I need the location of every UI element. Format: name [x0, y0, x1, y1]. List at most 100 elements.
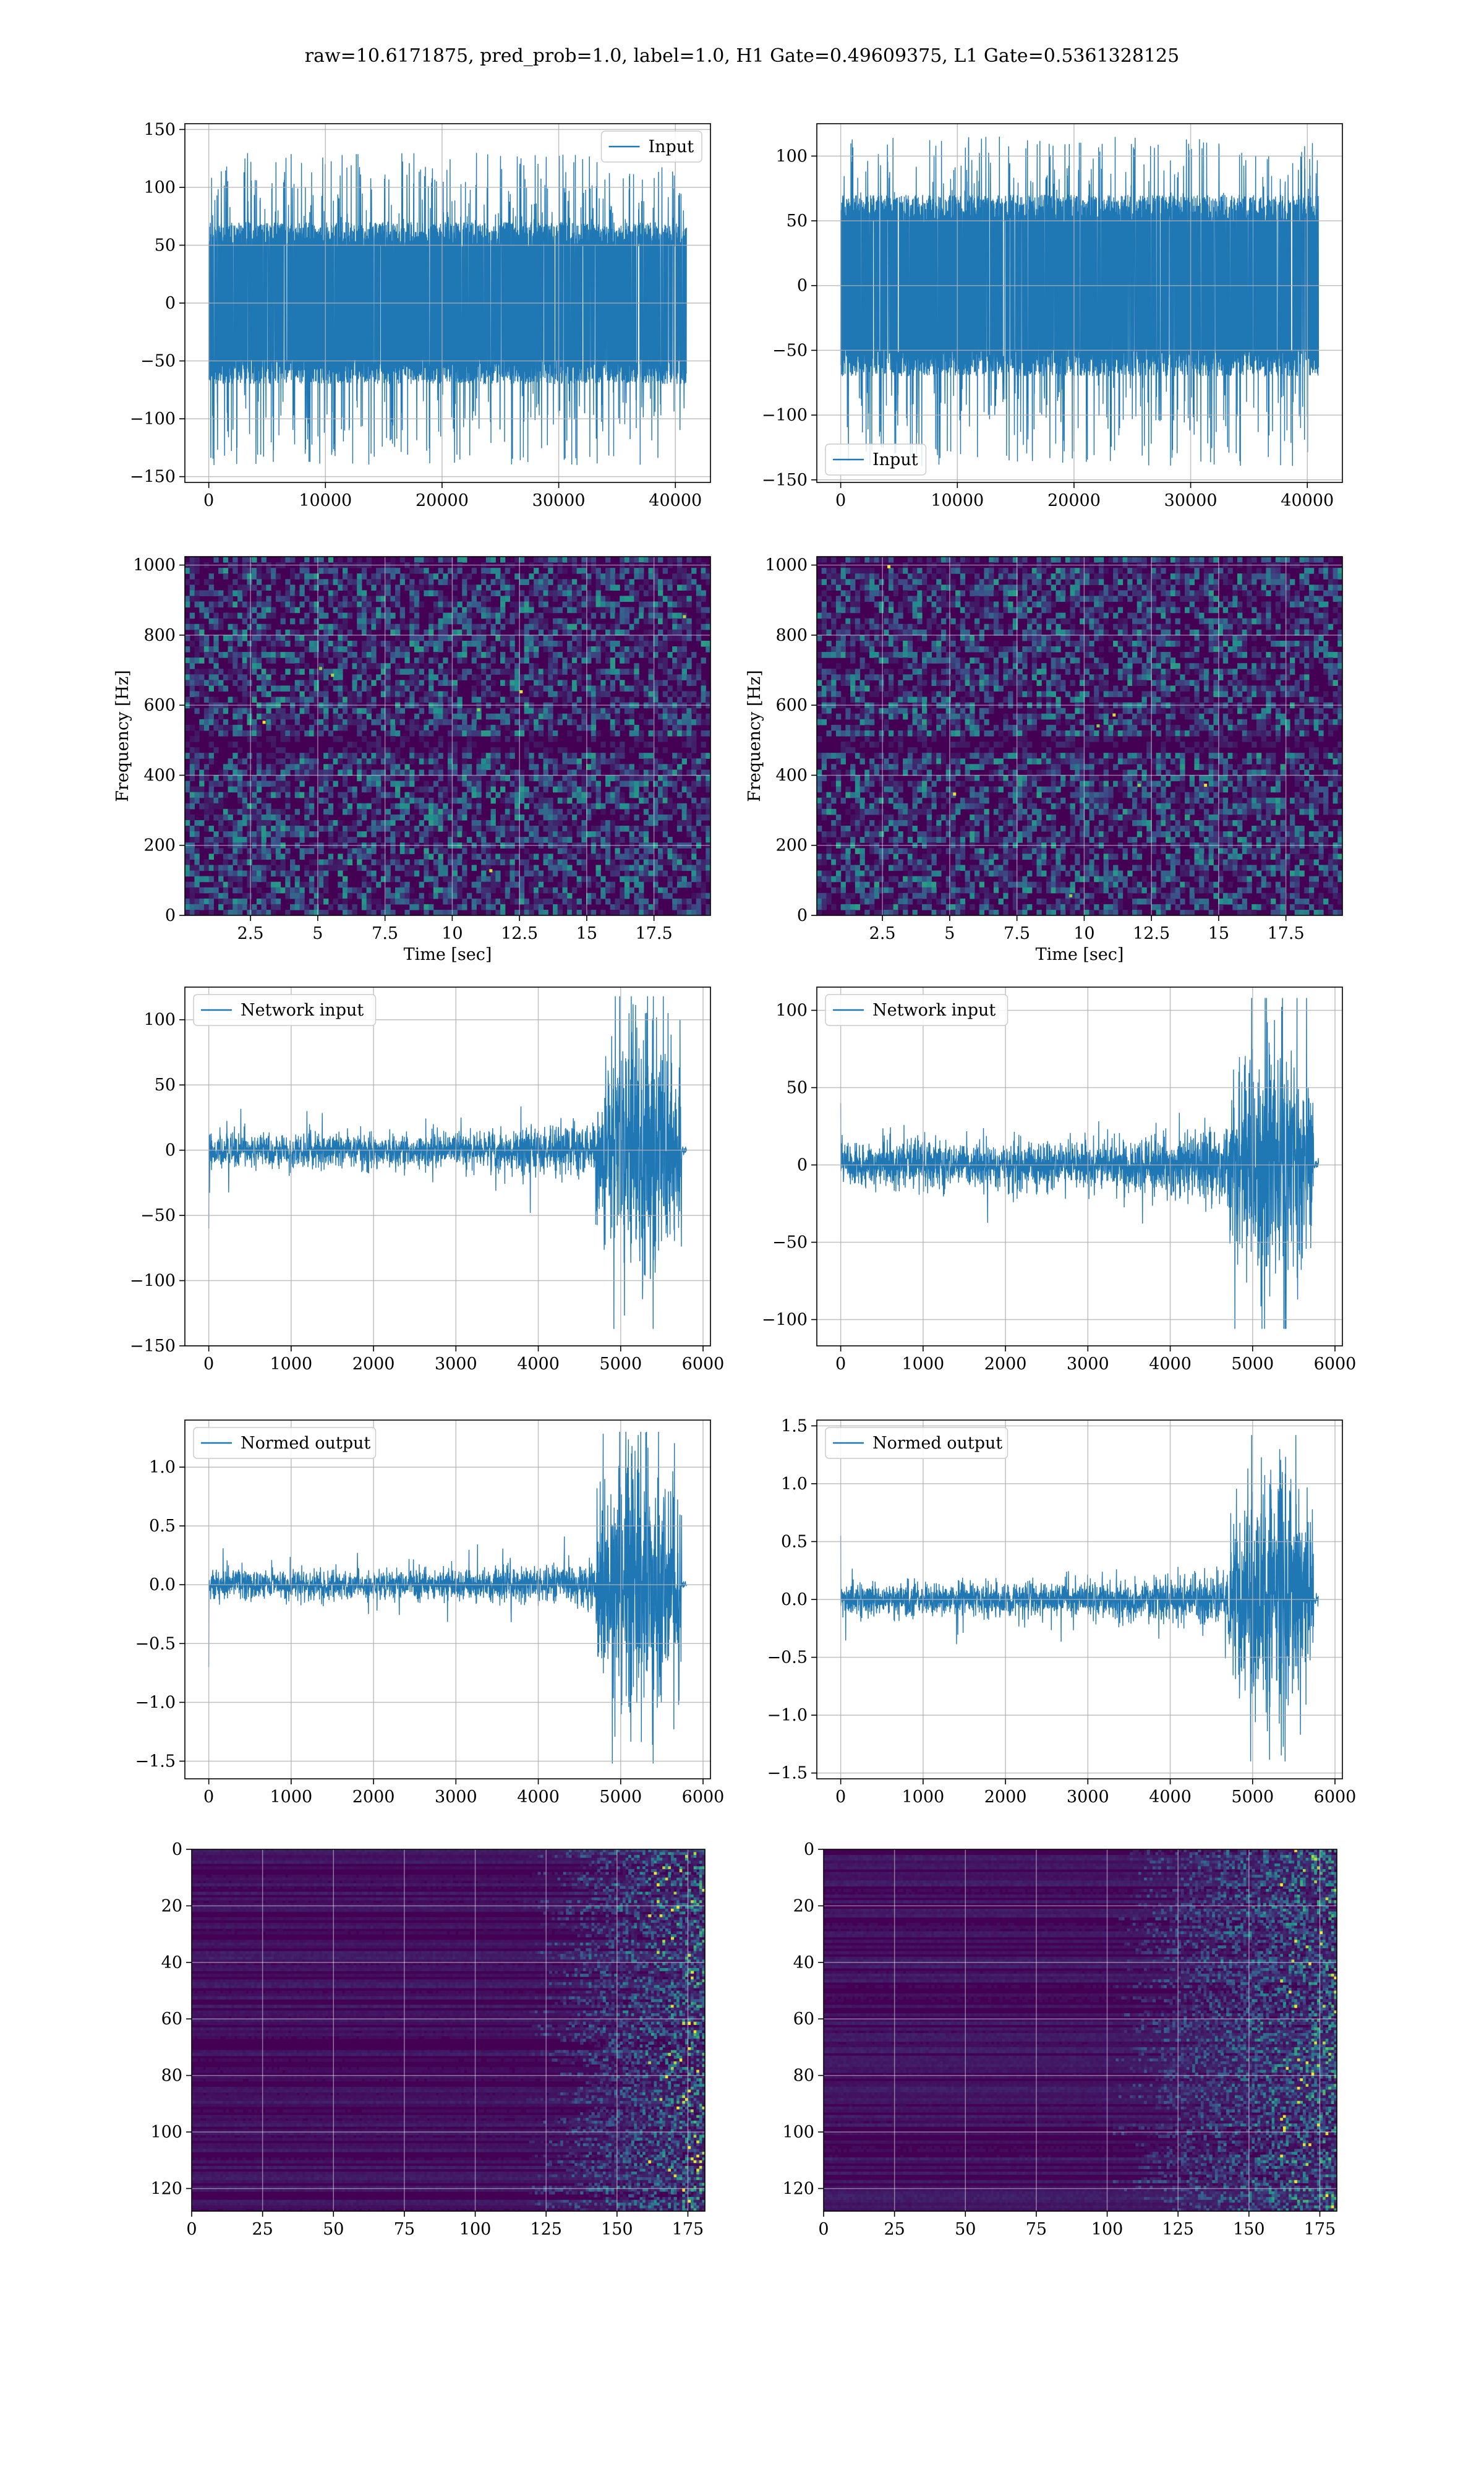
y-tick-label: 80 [793, 2066, 814, 2086]
y-tick-label: −1.0 [135, 1693, 176, 1712]
legend: Normed output [825, 1427, 1009, 1459]
x-tick-label: 1000 [902, 1355, 945, 1374]
y-tick-label: 600 [775, 696, 808, 715]
y-tick-label: 0 [165, 906, 176, 925]
plot-area [817, 557, 1342, 915]
y-tick-label: 400 [143, 766, 176, 785]
x-tick-label: 50 [323, 2220, 344, 2239]
x-tick-label: 0 [203, 1355, 214, 1374]
y-tick-label: 800 [775, 626, 808, 645]
legend: Input [600, 131, 702, 163]
y-tick-label: 0 [172, 1840, 182, 1859]
y-tick-label: −1.5 [135, 1752, 176, 1771]
axes-frame [184, 556, 711, 916]
x-tick-label: 0 [835, 491, 846, 510]
x-tick-label: 6000 [1314, 1787, 1357, 1807]
y-axis-label: Frequency [Hz] [113, 670, 132, 802]
x-tick-label: 100 [459, 2220, 492, 2239]
axes-frame [184, 1419, 711, 1779]
legend-label: Input [649, 137, 694, 156]
y-tick-label: 200 [143, 836, 176, 855]
y-tick-label: 100 [150, 2123, 182, 2142]
grid [817, 987, 1342, 1346]
x-tick-label: 5000 [1231, 1355, 1274, 1374]
y-tick-label: −150 [130, 1337, 176, 1356]
axes-frame [816, 987, 1343, 1346]
figure-title: raw=10.6171875, pred_prob=1.0, label=1.0… [305, 45, 1179, 67]
x-axis-label: Time [sec] [404, 945, 492, 964]
y-tick-label: −100 [130, 1272, 176, 1291]
x-tick-label: 6000 [1314, 1355, 1357, 1374]
y-tick-label: 100 [143, 178, 176, 197]
y-tick-label: 50 [787, 212, 808, 231]
y-tick-label: −50 [772, 1233, 808, 1252]
plot-area [192, 1849, 705, 2211]
plot-area [840, 1435, 1320, 1761]
y-tick-label: 20 [161, 1896, 182, 1915]
x-tick-label: 3000 [1067, 1787, 1109, 1807]
y-tick-label: −50 [772, 341, 808, 360]
panel-r2-left: 2.5 5 7.5 10 12.5 15 17.5 0 200 400 600 800 1000 Time… [113, 556, 711, 964]
series-line [208, 996, 688, 1329]
y-tick-label: −0.5 [767, 1648, 808, 1667]
plot-area [208, 1431, 687, 1764]
x-tick-label: 50 [955, 2220, 976, 2239]
panel-r1-left: 0 10000 20000 30000 40000 −150 −100 −50 0 50 100 15… [130, 120, 711, 510]
x-tick-label: 3000 [435, 1787, 477, 1807]
axes-frame [816, 123, 1343, 483]
y-tick-label: 1.0 [149, 1458, 176, 1477]
x-tick-label: 1000 [270, 1787, 313, 1807]
x-tick-label: 20000 [1047, 491, 1101, 510]
y-tick-label: 150 [143, 120, 176, 139]
y-tick-label: 600 [143, 696, 176, 715]
y-tick-label: 0 [797, 1156, 808, 1175]
grid [185, 124, 710, 482]
legend-label: Input [872, 450, 918, 469]
panel-r4-left: 0 1000 2000 3000 4000 5000 6000 −1.5 −1.0 −0.5 0.0… [135, 1419, 724, 1807]
y-tick-label: 40 [161, 1953, 182, 1972]
x-tick-label: 15 [576, 924, 597, 943]
grid [817, 1420, 1342, 1779]
series-line [208, 153, 688, 465]
y-tick-label: 120 [782, 2179, 814, 2198]
legend: Input [825, 443, 927, 476]
legend: Network input [825, 994, 1009, 1026]
y-tick-label: −150 [762, 471, 808, 490]
panel-r5-left: 0 25 50 75 100 125 150 175 0 20 40 60 80 100 120 [150, 1840, 706, 2239]
y-axis-label: Frequency [Hz] [745, 670, 764, 802]
y-tick-label: 100 [143, 1011, 176, 1030]
x-tick-label: 2.5 [237, 924, 264, 943]
x-tick-label: 0 [835, 1355, 846, 1374]
panel-r4-right: 0 1000 2000 3000 4000 5000 6000 −1.5 −1.0 −0.5 0.0… [767, 1416, 1356, 1807]
y-tick-label: 1.5 [781, 1416, 808, 1436]
x-tick-label: 0 [203, 1787, 214, 1807]
plot-area [208, 153, 688, 465]
x-tick-label: 5 [312, 924, 323, 943]
x-axis-label: Time [sec] [1036, 945, 1124, 964]
x-tick-label: 1000 [270, 1355, 313, 1374]
y-tick-label: −50 [140, 1206, 176, 1225]
x-tick-label: 2000 [984, 1355, 1027, 1374]
x-tick-label: 40000 [649, 491, 702, 510]
x-tick-label: 30000 [532, 491, 586, 510]
y-tick-label: 0.0 [149, 1575, 176, 1594]
x-tick-label: 0 [203, 491, 214, 510]
x-tick-label: 30000 [1164, 491, 1217, 510]
x-tick-label: 100 [1091, 2220, 1124, 2239]
y-tick-label: 800 [143, 626, 176, 645]
x-tick-label: 175 [1304, 2220, 1336, 2239]
legend: Network input [193, 994, 377, 1026]
y-tick-label: −1.0 [767, 1706, 808, 1725]
x-tick-label: 6000 [682, 1355, 725, 1374]
y-tick-label: 100 [775, 147, 808, 166]
x-tick-label: 15 [1208, 924, 1229, 943]
x-tick-label: 2000 [984, 1787, 1027, 1807]
y-tick-label: −100 [762, 406, 808, 425]
y-tick-label: 60 [161, 2010, 182, 2029]
x-tick-label: 7.5 [1004, 924, 1030, 943]
x-tick-label: 20000 [416, 491, 469, 510]
y-tick-label: 20 [793, 1896, 814, 1915]
legend-label: Network input [241, 1001, 364, 1020]
panel-r2-right: 2.5 5 7.5 10 12.5 15 17.5 0 200 400 600 800 1000 Time… [745, 556, 1343, 964]
